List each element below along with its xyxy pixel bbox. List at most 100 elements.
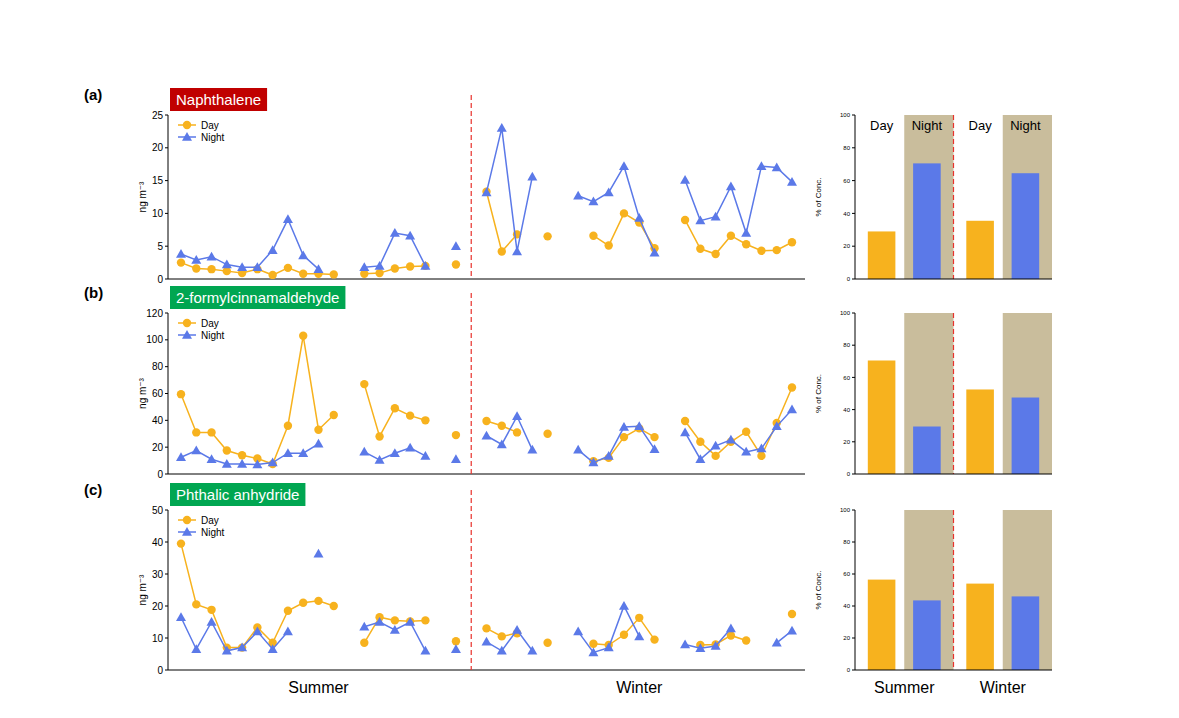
bar — [913, 600, 941, 670]
y-tick — [165, 606, 168, 607]
y-tick-label: 15 — [152, 175, 164, 186]
marker-circle — [635, 614, 643, 622]
y-tick — [165, 670, 168, 671]
y-tick — [852, 279, 855, 280]
marker-triangle — [222, 260, 232, 269]
marker-circle — [498, 422, 506, 430]
x-axis-line — [168, 279, 805, 280]
y-axis-line — [168, 510, 169, 670]
marker-circle — [207, 428, 215, 436]
marker-triangle — [252, 460, 262, 469]
marker-triangle — [451, 454, 461, 463]
marker-triangle — [634, 213, 644, 222]
marker-circle — [513, 428, 521, 436]
marker-circle — [696, 438, 704, 446]
marker-triangle — [390, 625, 400, 634]
marker-triangle — [207, 617, 217, 626]
marker-triangle — [298, 250, 308, 259]
marker-triangle — [375, 261, 385, 270]
legend-label: Night — [912, 118, 943, 133]
legend-marker — [182, 330, 192, 339]
marker-triangle — [222, 459, 232, 468]
x-axis-line — [855, 670, 1052, 671]
y-tick — [165, 574, 168, 575]
y-tick-label: 80 — [152, 361, 164, 372]
y-tick-label: 80 — [843, 539, 850, 545]
marker-triangle — [237, 643, 247, 652]
marker-circle — [452, 260, 460, 268]
marker-triangle — [176, 452, 186, 461]
legend-label: Night — [201, 132, 225, 143]
bar — [913, 163, 941, 279]
y-tick-label: 0 — [157, 665, 163, 676]
marker-triangle — [711, 641, 721, 650]
y-tick — [165, 313, 168, 314]
marker-triangle — [695, 643, 705, 652]
marker-triangle — [604, 451, 614, 460]
marker-triangle — [680, 639, 690, 648]
y-tick-label: 100 — [840, 507, 851, 513]
marker-circle — [543, 639, 551, 647]
y-tick — [165, 366, 168, 367]
marker-triangle — [756, 161, 766, 170]
y-tick — [852, 542, 855, 543]
y-tick-label: 100 — [840, 310, 851, 316]
legend-label: Day — [201, 120, 219, 131]
y-tick-label: 80 — [843, 145, 850, 151]
y-tick — [852, 147, 855, 148]
y-tick-label: 0 — [847, 667, 851, 673]
y-axis-line — [855, 115, 856, 279]
marker-triangle — [604, 643, 614, 652]
panel-label: (c) — [84, 481, 102, 498]
marker-triangle — [650, 444, 660, 453]
marker-triangle — [375, 455, 385, 464]
marker-triangle — [237, 262, 247, 271]
marker-triangle — [313, 264, 323, 273]
marker-triangle — [711, 441, 721, 450]
y-tick — [165, 147, 168, 148]
y-tick-label: 20 — [152, 142, 164, 153]
night-shade — [1003, 313, 1052, 474]
x-axis-line — [168, 670, 805, 671]
marker-triangle — [451, 241, 461, 250]
y-tick — [165, 474, 168, 475]
marker-triangle — [787, 626, 797, 635]
marker-circle — [284, 264, 292, 272]
y-tick — [852, 377, 855, 378]
y-tick — [165, 213, 168, 214]
marker-circle — [605, 241, 613, 249]
marker-circle — [543, 232, 551, 240]
legend-label: Night — [201, 527, 225, 538]
marker-triangle — [711, 212, 721, 221]
bar — [1012, 398, 1040, 474]
plot-area — [176, 123, 797, 279]
marker-circle — [207, 606, 215, 614]
y-tick — [165, 510, 168, 511]
y-axis-line — [168, 115, 169, 279]
chart-title: 2-formylcinnamaldehyde — [176, 289, 339, 306]
marker-triangle — [283, 214, 293, 223]
marker-triangle — [359, 447, 369, 456]
marker-circle — [330, 411, 338, 419]
marker-triangle — [497, 646, 507, 655]
marker-triangle — [420, 646, 430, 655]
marker-triangle — [390, 448, 400, 457]
marker-triangle — [726, 435, 736, 444]
marker-triangle — [482, 637, 492, 646]
marker-triangle — [573, 445, 583, 454]
marker-triangle — [787, 177, 797, 186]
marker-triangle — [695, 216, 705, 225]
bar — [1012, 173, 1040, 279]
marker-circle — [681, 417, 689, 425]
marker-circle — [360, 380, 368, 388]
marker-triangle — [619, 601, 629, 610]
marker-circle — [773, 246, 781, 254]
period-divider — [471, 293, 472, 474]
y-tick-label: 60 — [843, 375, 850, 381]
marker-triangle — [695, 454, 705, 463]
marker-circle — [696, 245, 704, 253]
title-box — [170, 483, 305, 506]
marker-circle — [284, 607, 292, 615]
y-tick-label: 30 — [152, 569, 164, 580]
marker-circle — [498, 247, 506, 255]
